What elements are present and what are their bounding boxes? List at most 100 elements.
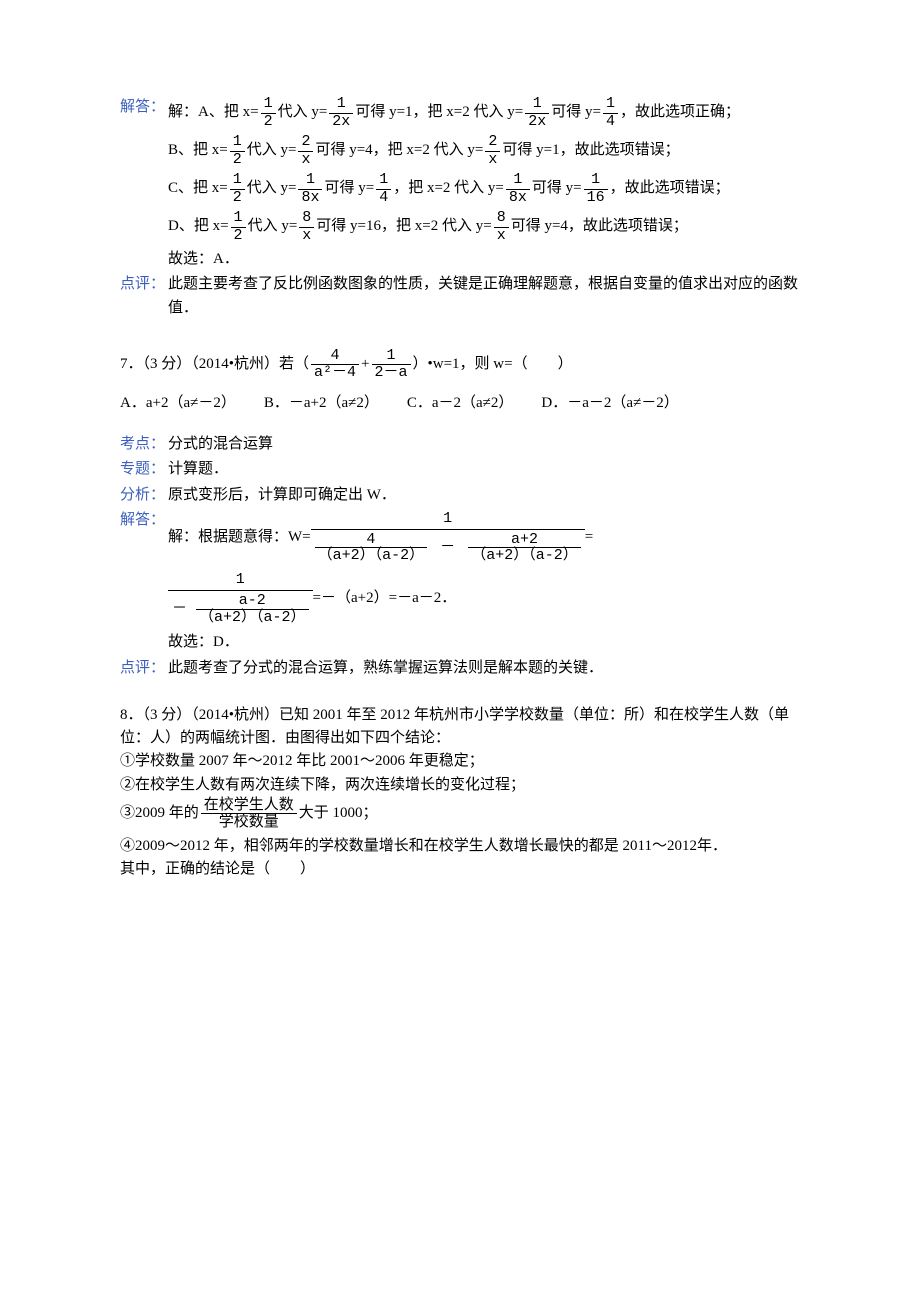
num: 8 [299,210,314,228]
frac: 12x [525,96,549,130]
q7-ans-line2: 1 － a-2 （a+2）（a-2） =－（a+2）=－a－2． [168,570,810,627]
den: 16 [584,190,608,207]
frac: 12 [261,96,276,130]
label-topic: 专题： [120,458,168,481]
i-den: （a+2）（a-2） [468,548,581,564]
opt-c: C．a－2（a≠2） [407,392,514,415]
den: 2x [525,114,549,131]
num: 1 [230,172,245,190]
q6-answer-row: 解答： 解： A、把 x= 12 代入 y= 12x 可得 y=1，把 x=2 … [120,96,810,271]
text: =－（a+2）=－a－2． [313,587,457,610]
frac: 12 [230,134,245,168]
text: ，故此选项正确； [620,101,740,124]
inner-frac: 4 （a+2）（a-2） [315,532,428,565]
q7-comment: 此题考查了分式的混合运算，熟练掌握运算法则是解本题的关键． [168,657,810,680]
q8-stem: 8．（3 分）（2014•杭州）已知 2001 年至 2012 年杭州市小学学校… [120,704,810,751]
den: x [485,152,500,169]
minus: － [440,539,455,556]
text: 7．（3 分）（2014•杭州）若（ [120,353,309,376]
num: 1 [525,96,549,114]
q7-topic-row: 专题： 计算题． [120,458,810,481]
den: 4 （a+2）（a-2） － a+2 （a+2）（a-2） [311,530,585,567]
i-den: （a+2）（a-2） [196,610,309,626]
text: D、把 x= [168,215,229,238]
text: ，故此选项错误； [610,177,730,200]
q7-kd: 分式的混合运算 [168,433,810,456]
text: 代入 y= [247,177,297,200]
den: 2－a [372,365,411,382]
i-num: a+2 [468,532,581,549]
den: 4 [603,114,618,131]
num: 2 [298,134,313,152]
q7-analysis: 原式变形后，计算即可确定出 W． [168,484,810,507]
den: x [299,228,314,245]
prefix: 解： [168,101,198,124]
den: 4 [376,190,391,207]
q8-item3: ③2009 年的 在校学生人数 学校数量 大于 1000； [120,797,810,831]
den: x [494,228,509,245]
q6-line-c: C、把 x= 12 代入 y= 18x 可得 y= 14 ，把 x=2 代入 y… [168,172,810,206]
plus: + [361,353,369,376]
text: 可得 y= [324,177,374,200]
num: 8 [494,210,509,228]
den: x [298,152,313,169]
num: 1 [298,172,322,190]
q7-analysis-row: 分析： 原式变形后，计算即可确定出 W． [120,484,810,507]
q7-stem: 7．（3 分）（2014•杭州）若（ 4a²－4 + 12－a ）•w=1，则 … [120,348,810,382]
den: 2 [230,190,245,207]
num: 1 [231,210,246,228]
q7-answer-row: 解答： 解：根据题意得：W= 1 4 （a+2）（a-2） － a+2 （a+2… [120,509,810,655]
frac: 4a²－4 [311,348,359,382]
text: C、把 x= [168,177,228,200]
q7-kd-row: 考点： 分式的混合运算 [120,433,810,456]
num: 1 [261,96,276,114]
frac: 2x [485,134,500,168]
label-analysis: 分析： [120,484,168,507]
den: － a-2 （a+2）（a-2） [168,591,313,628]
i-num: 4 [315,532,428,549]
text: 大于 1000； [299,802,378,825]
q8-tail: 其中，正确的结论是（ ） [120,858,810,881]
frac: 116 [584,172,608,206]
q6-comment: 此题主要考查了反比例函数图象的性质，关键是正确理解题意，根据自变量的值求出对应的… [168,273,810,320]
den: a²－4 [311,365,359,382]
nested-frac: 1 4 （a+2）（a-2） － a+2 （a+2）（a-2） [311,509,585,566]
frac: 2x [298,134,313,168]
den: 8x [506,190,530,207]
text: ）•w=1，则 w=（ ） [413,353,573,376]
text: 可得 y=16，把 x=2 代入 y= [316,215,491,238]
q6-line-b: B、把 x= 12 代入 y= 2x 可得 y=4，把 x=2 代入 y= 2x… [168,134,810,168]
num: 1 [603,96,618,114]
text: 可得 y= [551,101,601,124]
frac: 8x [299,210,314,244]
q6-line-d: D、把 x= 12 代入 y= 8x 可得 y=16，把 x=2 代入 y= 8… [168,210,810,244]
q7-comment-row: 点评： 此题考查了分式的混合运算，熟练掌握运算法则是解本题的关键． [120,657,810,680]
q6-line-a: 解： A、把 x= 12 代入 y= 12x 可得 y=1，把 x=2 代入 y… [168,96,810,130]
label-kd: 考点： [120,433,168,456]
text: A、把 x= [198,101,259,124]
inner-frac: a+2 （a+2）（a-2） [468,532,581,565]
den: 学校数量 [201,814,297,831]
i-num: a-2 [196,593,309,610]
q7-ans-line1: 解：根据题意得：W= 1 4 （a+2）（a-2） － a+2 （a+2）（a-… [168,509,810,566]
text: 可得 y=1，把 x=2 代入 y= [355,101,523,124]
q7-conclusion: 故选：D． [168,631,810,654]
den: 2 [231,228,246,245]
den: 2 [261,114,276,131]
text: ，把 x=2 代入 y= [393,177,504,200]
text: ③2009 年的 [120,802,199,825]
frac: 18x [506,172,530,206]
text: 解：根据题意得：W= [168,526,311,549]
text: 代入 y= [247,139,297,162]
opt-b: B．－a+2（a≠2） [264,392,379,415]
frac: 12 [231,210,246,244]
q7-topic: 计算题． [168,458,810,481]
den: 2x [329,114,353,131]
q7-options: A．a+2（a≠－2） B．－a+2（a≠2） C．a－2（a≠2） D．－a－… [120,392,810,415]
num: 2 [485,134,500,152]
num: 1 [372,348,411,366]
q8-item4: ④2009～2012 年，相邻两年的学校数量增长和在校学生人数增长最快的都是 2… [120,835,810,858]
frac: 14 [376,172,391,206]
num: 4 [311,348,359,366]
frac: 8x [494,210,509,244]
